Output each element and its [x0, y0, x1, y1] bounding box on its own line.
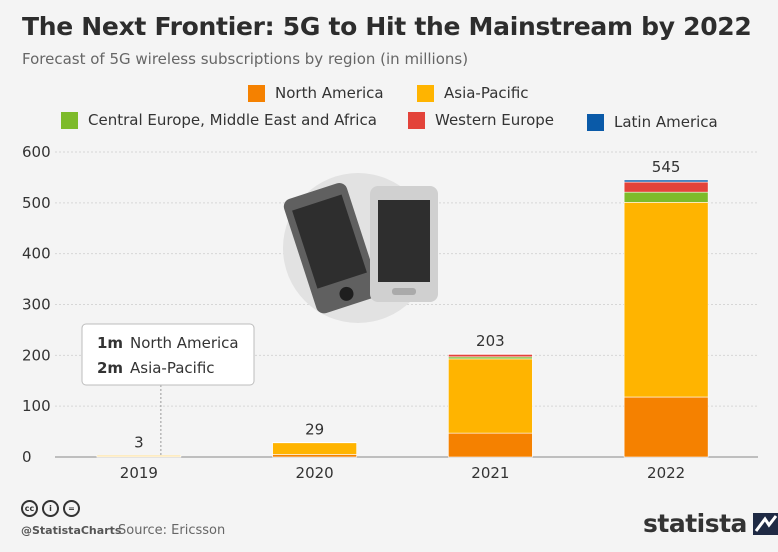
- annotation-label: Asia-Pacific: [130, 359, 215, 377]
- y-axis-ticks: 0 100 200 300 400 500 600: [22, 143, 51, 466]
- bar-segment: [623, 396, 709, 458]
- bar-segment: [272, 442, 357, 455]
- y-tick-label: 0: [22, 448, 32, 466]
- chart-subtitle: Forecast of 5G wireless subscriptions by…: [22, 50, 469, 68]
- bar-segment: [623, 181, 709, 193]
- x-tick-label: 2020: [296, 464, 334, 482]
- annotation-callout: 1m North America 2m Asia-Pacific: [81, 323, 255, 457]
- bar-total-label: 203: [476, 332, 505, 350]
- x-tick-label: 2019: [120, 464, 158, 482]
- legend-label: Latin America: [614, 113, 718, 131]
- bar-total-label: 545: [652, 158, 681, 176]
- y-tick-label: 200: [22, 346, 51, 364]
- legend-label: North America: [275, 84, 384, 102]
- social-handle: @StatistaCharts: [21, 524, 122, 537]
- no-derivatives-icon: =: [63, 500, 80, 517]
- statista-logo: statista: [643, 509, 778, 538]
- bar-total-label: 3: [134, 433, 144, 451]
- legend-swatch: [408, 111, 425, 129]
- legend-item-cemea: Central Europe, Middle East and Africa: [61, 111, 377, 129]
- bar-segment: [448, 432, 533, 458]
- x-tick-label: 2022: [647, 464, 685, 482]
- bar-segment: [448, 353, 533, 355]
- bar-segment: [623, 202, 709, 398]
- annotation-value: 2m: [97, 359, 123, 377]
- bar-segment: [96, 455, 182, 457]
- legend-swatch: [587, 113, 604, 131]
- statista-logo-icon: [752, 512, 778, 535]
- legend-item-asia-pacific: Asia-Pacific: [417, 84, 529, 102]
- y-tick-label: 300: [22, 296, 51, 314]
- source-note: Source: Ericsson: [118, 523, 226, 538]
- creative-commons-icon: cc: [21, 500, 38, 517]
- bar-total-labels: 3 29 203 545: [134, 158, 680, 452]
- legend-label: Western Europe: [435, 111, 555, 129]
- annotation-value: 1m: [97, 334, 123, 352]
- license-icons: cc i =: [21, 500, 80, 517]
- x-tick-label: 2021: [471, 464, 509, 482]
- bar-total-label: 29: [305, 420, 324, 438]
- legend-swatch: [417, 84, 434, 102]
- y-tick-label: 400: [22, 245, 51, 263]
- legend-label: Central Europe, Middle East and Africa: [88, 111, 377, 129]
- y-tick-label: 600: [22, 143, 51, 161]
- brand-wordmark: statista: [643, 509, 747, 538]
- legend-item-north-america: North America: [248, 84, 384, 102]
- annotation-label: North America: [130, 334, 239, 352]
- y-tick-label: 500: [22, 194, 51, 212]
- annotation-box: [81, 323, 255, 386]
- bar-segment: [448, 356, 533, 360]
- y-tick-label: 100: [22, 397, 51, 415]
- chart-title: The Next Frontier: 5G to Hit the Mainstr…: [22, 12, 752, 41]
- x-axis-labels: 2019 2020 2021 2022: [120, 464, 685, 482]
- legend-item-western-europe: Western Europe: [408, 111, 554, 129]
- bar-segment: [623, 179, 709, 183]
- bar-segment: [448, 358, 533, 434]
- attribution-icon: i: [42, 500, 59, 517]
- legend-label: Asia-Pacific: [444, 84, 529, 102]
- bar-segment: [623, 191, 709, 203]
- legend-swatch: [61, 111, 78, 129]
- legend-item-latin-america: Latin America: [587, 113, 718, 131]
- bar-segment: [272, 441, 357, 444]
- bar-segment: [272, 454, 357, 458]
- smartphones-icon: [283, 173, 438, 323]
- bar-segment: [448, 354, 533, 358]
- bar-series: [96, 179, 709, 458]
- legend-swatch: [248, 84, 265, 102]
